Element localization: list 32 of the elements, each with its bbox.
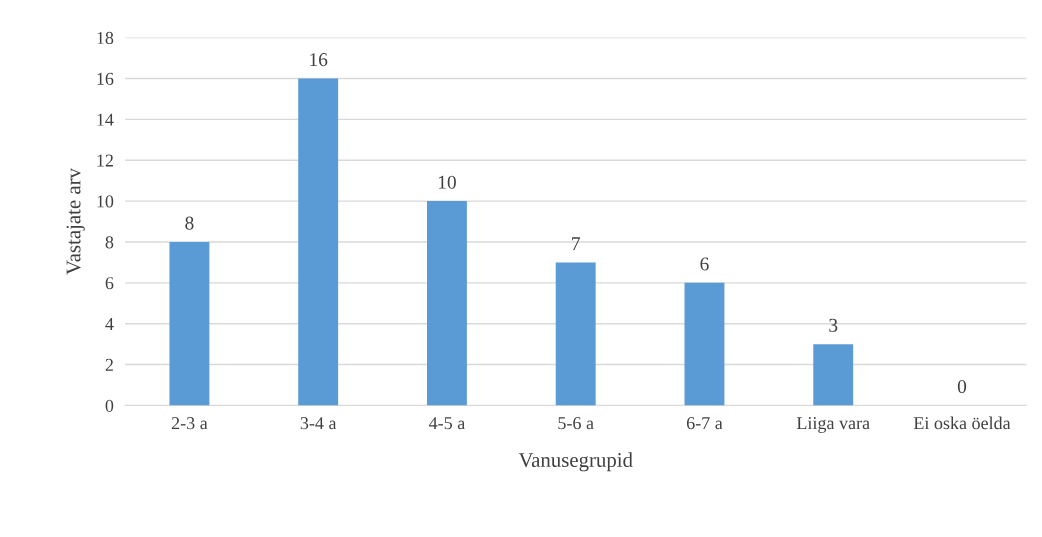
x-tick-label: 4-5 a — [429, 417, 465, 430]
x-axis-title: Vanusegrupid — [518, 452, 633, 472]
data-label: 7 — [572, 237, 581, 250]
bar — [555, 262, 596, 406]
data-label: 0 — [957, 380, 967, 394]
bar — [813, 344, 854, 406]
y-axis-title: Vastajate arv — [66, 168, 85, 275]
bar — [426, 201, 467, 406]
data-label: 16 — [310, 53, 328, 67]
data-label: 10 — [438, 175, 456, 189]
y-tick-label: 12 — [97, 154, 113, 167]
y-tick-label: 18 — [97, 31, 114, 45]
bar — [298, 78, 339, 406]
y-tick-label: 6 — [105, 277, 114, 290]
bar — [684, 282, 725, 406]
y-tick-label: 2 — [105, 358, 113, 371]
data-label: 6 — [700, 257, 709, 271]
x-tick-label: 2-3 a — [171, 417, 208, 430]
data-label: 3 — [829, 318, 838, 332]
y-tick-label: 14 — [97, 113, 114, 126]
x-tick-label: 6-7 a — [686, 417, 723, 430]
y-tick-label: 0 — [105, 399, 114, 412]
y-tick-label: 16 — [97, 72, 114, 85]
y-tick-label: 4 — [105, 318, 114, 330]
data-label: 8 — [185, 216, 194, 230]
x-tick-label: 3-4 a — [300, 417, 337, 430]
x-tick-label: Ei oska öelda — [913, 416, 1011, 430]
bar — [169, 241, 210, 406]
x-tick-label: 5-6 a — [558, 417, 594, 430]
x-tick-label: Liiga vara — [796, 417, 870, 433]
y-tick-label: 10 — [97, 195, 114, 208]
y-tick-label: 8 — [105, 236, 114, 249]
